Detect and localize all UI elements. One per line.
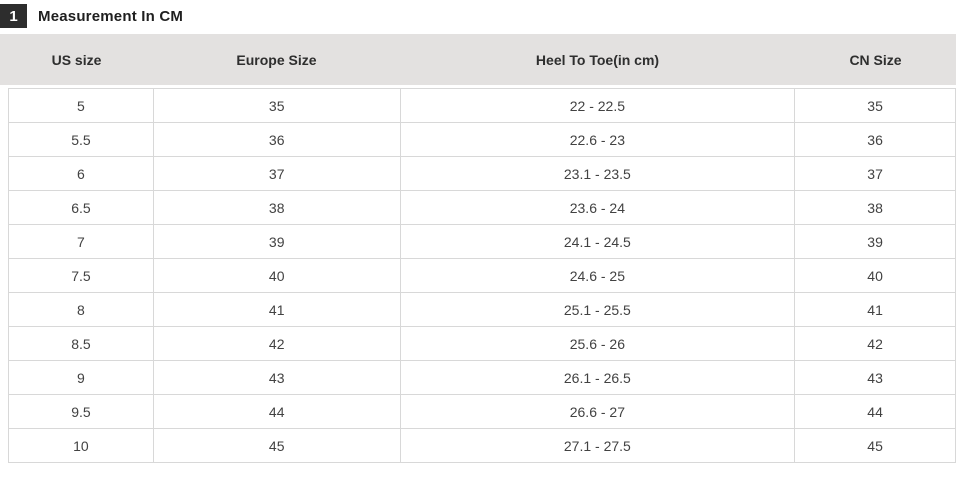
table-row: 5.5 36 22.6 - 23 36 bbox=[8, 123, 956, 157]
size-table-body: 5 35 22 - 22.5 35 5.5 36 22.6 - 23 36 6 37 23.1 - … bbox=[8, 88, 956, 463]
table-cell: 39 bbox=[154, 225, 401, 258]
table-cell: 39 bbox=[867, 233, 883, 250]
table-cell: 35 bbox=[154, 89, 401, 122]
table-cell: 23.1 - 23.5 bbox=[401, 157, 796, 190]
column-header: CN Size bbox=[849, 51, 902, 68]
table-row: 7 39 24.1 - 24.5 39 bbox=[8, 225, 956, 259]
table-cell: 6 bbox=[9, 157, 154, 190]
size-table-header-row: US size Europe Size Heel To Toe(in cm) CN S… bbox=[0, 34, 956, 85]
column-header: US size bbox=[51, 51, 102, 68]
table-cell: 37 bbox=[154, 157, 401, 190]
section-number-badge: 1 bbox=[0, 4, 27, 28]
table-cell: 7 bbox=[9, 225, 154, 258]
table-cell: 22.6 - 23 bbox=[401, 123, 796, 156]
table-cell: 40 bbox=[867, 267, 883, 284]
table-cell: 6.5 bbox=[9, 191, 154, 224]
table-cell: 44 bbox=[154, 395, 401, 428]
table-cell: 38 bbox=[867, 199, 883, 216]
table-row: 6.5 38 23.6 - 24 38 bbox=[8, 191, 956, 225]
table-cell: 7.5 bbox=[9, 259, 154, 292]
table-row: 8 41 25.1 - 25.5 41 bbox=[8, 293, 956, 327]
table-cell: 25.1 - 25.5 bbox=[401, 293, 796, 326]
section-title: Measurement In CM bbox=[38, 7, 184, 25]
table-cell: 24.1 - 24.5 bbox=[401, 225, 796, 258]
table-cell: 23.6 - 24 bbox=[401, 191, 796, 224]
table-cell: 22 - 22.5 bbox=[401, 89, 796, 122]
section-title-bar: 1 Measurement In CM bbox=[0, 2, 963, 30]
table-cell: 5 bbox=[9, 89, 154, 122]
column-header: Heel To Toe(in cm) bbox=[535, 51, 660, 68]
table-row: 9 43 26.1 - 26.5 43 bbox=[8, 361, 956, 395]
table-cell: 9.5 bbox=[9, 395, 154, 428]
table-cell: 10 bbox=[9, 429, 154, 462]
table-cell: 44 bbox=[867, 403, 883, 420]
table-cell: 35 bbox=[867, 97, 883, 114]
table-cell: 41 bbox=[867, 301, 883, 318]
table-cell: 45 bbox=[154, 429, 401, 462]
table-cell: 42 bbox=[867, 335, 883, 352]
table-cell: 26.1 - 26.5 bbox=[401, 361, 796, 394]
table-cell: 42 bbox=[154, 327, 401, 360]
table-cell: 24.6 - 25 bbox=[401, 259, 796, 292]
table-cell: 45 bbox=[867, 437, 883, 454]
table-row: 8.5 42 25.6 - 26 42 bbox=[8, 327, 956, 361]
table-cell: 25.6 - 26 bbox=[401, 327, 796, 360]
column-header: Europe Size bbox=[236, 51, 317, 68]
table-cell: 26.6 - 27 bbox=[401, 395, 796, 428]
table-row: 7.5 40 24.6 - 25 40 bbox=[8, 259, 956, 293]
table-row: 10 45 27.1 - 27.5 45 bbox=[8, 429, 956, 463]
table-cell: 43 bbox=[154, 361, 401, 394]
table-cell: 9 bbox=[9, 361, 154, 394]
table-row: 5 35 22 - 22.5 35 bbox=[8, 89, 956, 123]
table-cell: 8.5 bbox=[9, 327, 154, 360]
table-cell: 43 bbox=[867, 369, 883, 386]
table-cell: 5.5 bbox=[9, 123, 154, 156]
table-cell: 27.1 - 27.5 bbox=[401, 429, 796, 462]
table-cell: 36 bbox=[154, 123, 401, 156]
table-cell: 41 bbox=[154, 293, 401, 326]
table-cell: 38 bbox=[154, 191, 401, 224]
table-cell: 36 bbox=[867, 131, 883, 148]
table-cell: 37 bbox=[867, 165, 883, 182]
table-cell: 8 bbox=[9, 293, 154, 326]
table-cell: 40 bbox=[154, 259, 401, 292]
table-row: 9.5 44 26.6 - 27 44 bbox=[8, 395, 956, 429]
table-row: 6 37 23.1 - 23.5 37 bbox=[8, 157, 956, 191]
